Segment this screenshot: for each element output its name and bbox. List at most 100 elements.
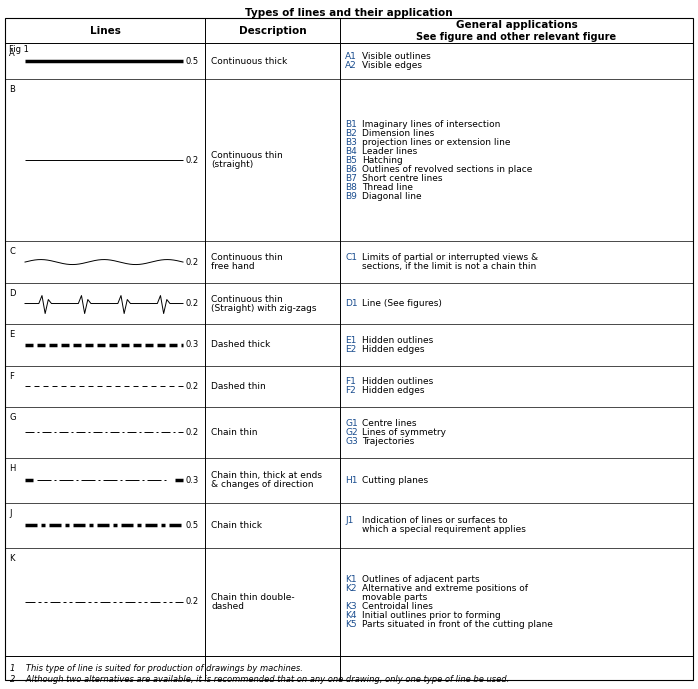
Text: B2: B2: [345, 129, 357, 138]
Text: J1: J1: [345, 516, 353, 525]
Text: B7: B7: [345, 174, 357, 183]
Text: projection lines or extension line: projection lines or extension line: [362, 138, 510, 147]
Text: 0.2: 0.2: [185, 299, 198, 308]
Text: K5: K5: [345, 620, 357, 629]
Text: D1: D1: [345, 299, 357, 308]
Text: Lines of symmetry: Lines of symmetry: [362, 428, 446, 437]
Text: F1: F1: [345, 378, 356, 387]
Text: H1: H1: [345, 475, 357, 485]
Text: B: B: [9, 85, 15, 94]
Text: Chain thin: Chain thin: [211, 428, 258, 437]
Text: Leader lines: Leader lines: [362, 147, 417, 156]
Text: A: A: [9, 49, 15, 58]
Text: free hand: free hand: [211, 262, 255, 271]
Text: D: D: [9, 289, 15, 298]
Text: E2: E2: [345, 345, 356, 354]
Text: Chain thick: Chain thick: [211, 521, 262, 530]
Text: 0.2: 0.2: [185, 597, 198, 606]
Text: which a special requirement applies: which a special requirement applies: [362, 525, 526, 534]
Text: Lines: Lines: [89, 25, 121, 36]
Text: Cutting planes: Cutting planes: [362, 475, 428, 485]
Text: Chain thin double-: Chain thin double-: [211, 593, 295, 602]
Text: movable parts: movable parts: [362, 593, 427, 602]
Text: E: E: [9, 330, 14, 339]
Text: Imaginary lines of intersection: Imaginary lines of intersection: [362, 120, 500, 129]
Text: Description: Description: [239, 25, 306, 36]
Text: 0.2: 0.2: [185, 258, 198, 267]
Text: Chain thin, thick at ends: Chain thin, thick at ends: [211, 471, 322, 480]
Text: Hidden outlines: Hidden outlines: [362, 378, 433, 387]
Text: Centre lines: Centre lines: [362, 419, 417, 428]
Text: A2: A2: [345, 61, 357, 70]
Text: (Straight) with zig-zags: (Straight) with zig-zags: [211, 304, 316, 313]
Text: B3: B3: [345, 138, 357, 147]
Text: 0.3: 0.3: [185, 340, 198, 349]
Text: F2: F2: [345, 387, 356, 395]
Text: Trajectories: Trajectories: [362, 437, 414, 446]
Text: sections, if the limit is not a chain thin: sections, if the limit is not a chain th…: [362, 262, 536, 271]
Text: A1: A1: [345, 52, 357, 61]
Text: Dashed thin: Dashed thin: [211, 382, 266, 391]
Text: E1: E1: [345, 336, 357, 345]
Text: F: F: [9, 372, 14, 381]
Text: C1: C1: [345, 253, 357, 262]
Text: B5: B5: [345, 156, 357, 165]
Text: K1: K1: [345, 575, 357, 584]
Text: Diagonal line: Diagonal line: [362, 192, 422, 200]
Text: 0.5: 0.5: [185, 521, 198, 530]
Text: Types of lines and their application: Types of lines and their application: [245, 8, 453, 18]
Text: B1: B1: [345, 120, 357, 129]
Text: Initial outlines prior to forming: Initial outlines prior to forming: [362, 611, 500, 620]
Text: Line (See figures): Line (See figures): [362, 299, 442, 308]
Text: Short centre lines: Short centre lines: [362, 174, 443, 183]
Text: B4: B4: [345, 147, 357, 156]
Text: (straight): (straight): [211, 160, 253, 169]
Text: Limits of partial or interrupted views &: Limits of partial or interrupted views &: [362, 253, 538, 262]
Text: Dimension lines: Dimension lines: [362, 129, 434, 138]
Text: Centroidal lines: Centroidal lines: [362, 602, 433, 611]
Text: B8: B8: [345, 183, 357, 192]
Text: Indication of lines or surfaces to: Indication of lines or surfaces to: [362, 516, 507, 525]
Text: 0.3: 0.3: [185, 475, 198, 485]
Text: Hidden edges: Hidden edges: [362, 345, 424, 354]
Text: G2: G2: [345, 428, 357, 437]
Text: Continuous thick: Continuous thick: [211, 56, 288, 65]
Text: B6: B6: [345, 165, 357, 174]
Text: 1    This type of line is suited for production of drawings by machines.: 1 This type of line is suited for produc…: [10, 664, 303, 673]
Text: Visible outlines: Visible outlines: [362, 52, 431, 61]
Text: 2    Although two alternatives are available, it is recommended that on any one : 2 Although two alternatives are availabl…: [10, 675, 510, 684]
Text: 0.5: 0.5: [185, 56, 198, 65]
Text: Continuous thin: Continuous thin: [211, 253, 283, 262]
Text: Fig 1: Fig 1: [9, 45, 29, 54]
Text: Continuous thin: Continuous thin: [211, 294, 283, 304]
Text: Alternative and extreme positions of: Alternative and extreme positions of: [362, 584, 528, 593]
Text: See figure and other relevant figure: See figure and other relevant figure: [417, 32, 616, 43]
Text: Outlines of adjacent parts: Outlines of adjacent parts: [362, 575, 480, 584]
Text: Continuous thin: Continuous thin: [211, 151, 283, 160]
Text: B9: B9: [345, 192, 357, 200]
Text: K2: K2: [345, 584, 357, 593]
Text: 0.2: 0.2: [185, 428, 198, 437]
Text: J: J: [9, 508, 11, 517]
Text: dashed: dashed: [211, 602, 244, 611]
Text: Hidden outlines: Hidden outlines: [362, 336, 433, 345]
Text: C: C: [9, 247, 15, 256]
Text: & changes of direction: & changes of direction: [211, 480, 313, 489]
Text: Hidden edges: Hidden edges: [362, 387, 424, 395]
Text: Outlines of revolved sections in place: Outlines of revolved sections in place: [362, 165, 533, 174]
Text: 0.2: 0.2: [185, 156, 198, 165]
Text: Dashed thick: Dashed thick: [211, 340, 270, 349]
Text: H: H: [9, 464, 15, 473]
Text: Thread line: Thread line: [362, 183, 413, 192]
Text: K4: K4: [345, 611, 357, 620]
Text: Visible edges: Visible edges: [362, 61, 422, 70]
Text: K: K: [9, 554, 15, 563]
Text: G: G: [9, 413, 15, 422]
Text: Parts situated in front of the cutting plane: Parts situated in front of the cutting p…: [362, 620, 553, 629]
Text: 0.2: 0.2: [185, 382, 198, 391]
Text: G1: G1: [345, 419, 358, 428]
Text: G3: G3: [345, 437, 358, 446]
Text: K3: K3: [345, 602, 357, 611]
Text: Hatching: Hatching: [362, 156, 403, 165]
Text: General applications: General applications: [456, 21, 577, 30]
